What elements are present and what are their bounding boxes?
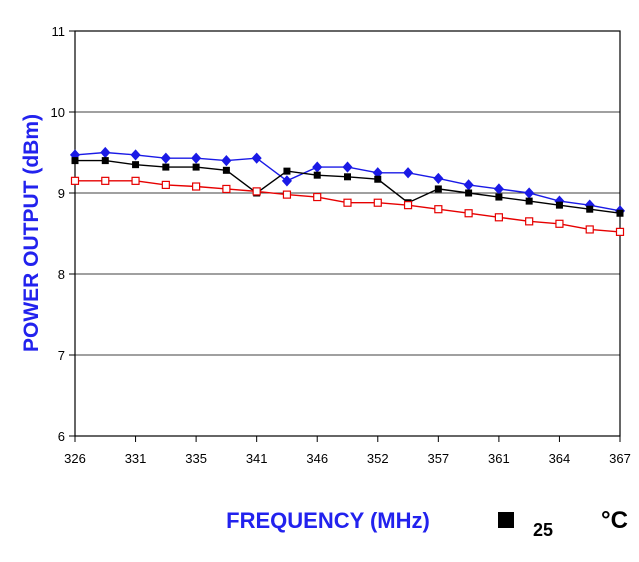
data-point [283, 167, 291, 175]
data-point [434, 205, 443, 214]
y-axis-ticks: 6 7 8 9 10 11 [51, 24, 75, 444]
x-tick-label: 367 [609, 451, 631, 466]
series-group [69, 146, 626, 236]
y-tick-label: 8 [58, 267, 65, 282]
x-tick-label: 331 [125, 451, 147, 466]
y-axis-label: POWER OUTPUT (dBm) [20, 114, 43, 352]
data-point [222, 184, 231, 194]
data-point [465, 189, 473, 197]
x-tick-label: 346 [306, 451, 328, 466]
data-point [161, 180, 170, 189]
data-point [192, 163, 200, 171]
data-point [343, 198, 352, 207]
data-point [222, 166, 230, 174]
y-tick-label: 10 [51, 105, 65, 120]
x-tick-label: 361 [488, 451, 510, 466]
y-tick-label: 7 [58, 348, 65, 363]
y-tick-label: 9 [58, 186, 65, 201]
data-point [495, 193, 503, 201]
data-point [252, 187, 261, 196]
x-tick-label: 357 [427, 451, 449, 466]
data-point [374, 175, 382, 183]
series-3 [70, 176, 625, 236]
data-point [221, 155, 232, 167]
data-point [525, 197, 533, 205]
x-tick-label: 326 [64, 451, 86, 466]
data-point [373, 198, 382, 207]
x-axis-label: FREQUENCY (MHz) [226, 508, 430, 533]
data-point [433, 172, 444, 185]
gridlines [75, 111, 620, 356]
data-point [71, 157, 79, 165]
data-point [191, 152, 202, 164]
data-point [434, 185, 442, 193]
legend-marker [498, 512, 514, 528]
data-point [586, 205, 594, 213]
x-tick-label: 364 [549, 451, 571, 466]
data-point [101, 176, 110, 185]
data-point [282, 190, 292, 199]
data-point [281, 175, 292, 187]
legend-label: 25 [533, 520, 553, 540]
data-point [70, 176, 80, 185]
plot-area [74, 30, 621, 437]
data-point [313, 192, 322, 202]
data-point [192, 182, 201, 191]
data-point [344, 173, 351, 181]
data-point [403, 201, 413, 210]
data-point [101, 157, 109, 165]
x-axis-ticks: 326 331 335 341 346 352 357 361 364 367 [64, 436, 631, 466]
data-point [132, 161, 140, 169]
data-point [555, 219, 564, 228]
data-point [160, 152, 171, 164]
data-point [615, 227, 625, 236]
data-point [313, 171, 321, 179]
data-point [342, 161, 353, 173]
y-tick-label: 11 [52, 24, 66, 39]
data-point [616, 209, 624, 217]
data-point [130, 149, 141, 161]
data-point [585, 225, 594, 234]
legend-unit: °C [601, 507, 628, 534]
x-tick-label: 341 [246, 451, 268, 466]
series-2 [71, 157, 624, 217]
data-point [131, 176, 140, 185]
data-point [555, 201, 563, 209]
data-point [162, 163, 170, 171]
x-tick-label: 352 [367, 451, 389, 466]
data-point [494, 213, 503, 222]
data-point [464, 209, 473, 218]
data-point [251, 152, 262, 164]
data-point [525, 217, 534, 226]
y-tick-label: 6 [58, 429, 65, 444]
data-point [403, 167, 414, 179]
x-tick-label: 335 [185, 451, 207, 466]
